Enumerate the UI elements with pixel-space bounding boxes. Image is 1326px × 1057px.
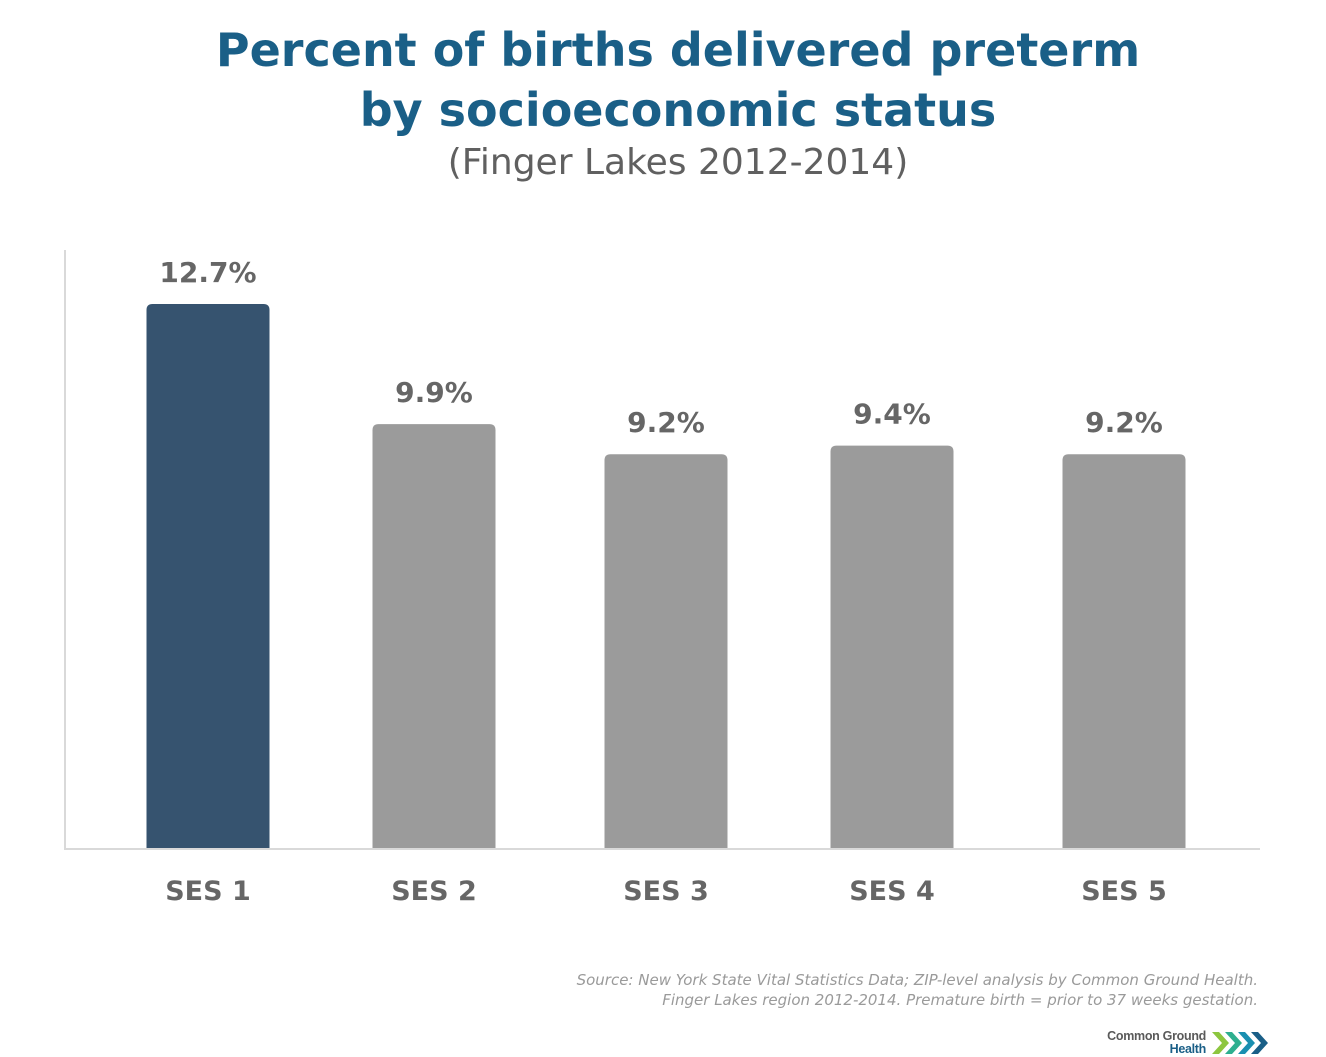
chevron-shape — [1212, 1032, 1229, 1054]
x-tick-label: SES 5 — [1081, 876, 1167, 907]
source-note-line-2: Finger Lakes region 2012-2014. Premature… — [662, 991, 1258, 1009]
bar-ses-2 — [372, 424, 496, 849]
x-tick-label: SES 4 — [849, 876, 935, 907]
logo-text-line-1: Common Ground — [1107, 1029, 1206, 1043]
x-tick-label: SES 2 — [391, 876, 477, 907]
data-label: 9.9% — [395, 376, 473, 409]
data-label: 9.4% — [853, 398, 931, 431]
x-tick-label: SES 1 — [165, 876, 251, 907]
bar-ses-4 — [830, 445, 954, 849]
logo-text-line-2: Health — [1169, 1042, 1207, 1056]
bar-chart: 12.7% SES 1 9.9% SES 2 9.2% SES 3 9.4% SES 4 9.2… — [64, 250, 1260, 907]
chevron-shape — [1238, 1032, 1255, 1054]
bar-ses-5 — [1062, 454, 1186, 849]
source-note-line-1: Source: New York State Vital Statistics … — [576, 971, 1258, 989]
chart-title-line-2: by socioeconomic status — [359, 83, 997, 137]
chart-subtitle: (Finger Lakes 2012-2014) — [447, 142, 909, 183]
chevron-shape — [1251, 1032, 1268, 1054]
x-tick-label: SES 3 — [623, 876, 709, 907]
chevron-arrows-icon — [1212, 1032, 1268, 1054]
bar-ses-1 — [146, 304, 270, 849]
bar-ses-3 — [604, 454, 728, 849]
common-ground-health-logo: Common Ground Health — [1088, 1030, 1268, 1057]
data-label: 12.7% — [159, 256, 256, 289]
chevron-shape — [1225, 1032, 1242, 1054]
chart-title-line-1: Percent of births delivered preterm — [215, 23, 1141, 77]
data-label: 9.2% — [1085, 406, 1163, 439]
data-label: 9.2% — [627, 406, 705, 439]
